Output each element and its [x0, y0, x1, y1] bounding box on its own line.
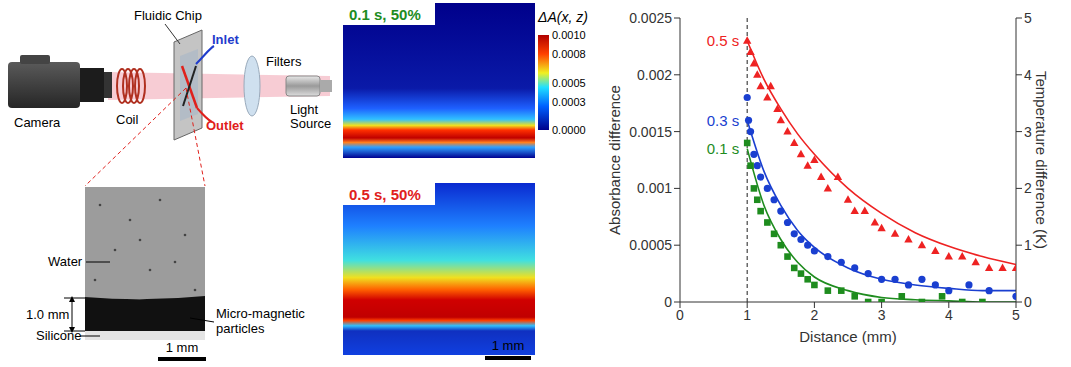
svg-text:0.002: 0.002 — [637, 67, 672, 83]
svg-text:Distance (mm): Distance (mm) — [799, 328, 897, 345]
svg-text:4: 4 — [1024, 67, 1032, 83]
svg-text:Light: Light — [290, 102, 319, 117]
svg-text:0: 0 — [1024, 294, 1032, 310]
svg-text:Water: Water — [48, 254, 83, 269]
svg-text:0.0015: 0.0015 — [629, 124, 672, 140]
svg-text:5: 5 — [1024, 10, 1032, 26]
svg-text:0.5 s: 0.5 s — [707, 32, 740, 49]
svg-text:0.0000: 0.0000 — [552, 124, 586, 136]
svg-text:0.0025: 0.0025 — [629, 10, 672, 26]
svg-text:Source: Source — [290, 116, 331, 131]
svg-text:5: 5 — [1012, 307, 1020, 323]
svg-text:0: 0 — [664, 294, 672, 310]
svg-text:Camera: Camera — [14, 115, 61, 130]
svg-text:0.0005: 0.0005 — [629, 237, 672, 253]
svg-text:0.5 s, 50%: 0.5 s, 50% — [349, 186, 421, 203]
svg-text:1 mm: 1 mm — [166, 340, 199, 355]
svg-text:0.0003: 0.0003 — [552, 96, 586, 108]
svg-text:Outlet: Outlet — [206, 118, 244, 133]
svg-text:0.1 s: 0.1 s — [707, 140, 740, 157]
svg-text:0.0008: 0.0008 — [552, 48, 586, 60]
svg-text:1: 1 — [743, 307, 751, 323]
svg-text:2: 2 — [811, 307, 819, 323]
svg-text:Filters: Filters — [266, 54, 302, 69]
svg-text:Absorbance difference: Absorbance difference — [606, 85, 623, 235]
svg-text:Coil: Coil — [116, 112, 139, 127]
svg-text:0.1 s, 50%: 0.1 s, 50% — [349, 6, 421, 23]
svg-text:ΔA(x, z): ΔA(x, z) — [537, 9, 588, 25]
svg-text:Inlet: Inlet — [212, 32, 239, 47]
svg-text:Micro-magnetic: Micro-magnetic — [216, 306, 305, 321]
svg-text:1 mm: 1 mm — [492, 338, 525, 353]
svg-text:0: 0 — [676, 307, 684, 323]
svg-text:0.3 s: 0.3 s — [707, 112, 740, 129]
svg-text:Fluidic Chip: Fluidic Chip — [134, 8, 202, 23]
svg-text:1: 1 — [1024, 237, 1032, 253]
svg-text:1.0 mm: 1.0 mm — [26, 307, 69, 322]
svg-text:0.0010: 0.0010 — [552, 29, 586, 41]
svg-text:4: 4 — [945, 307, 953, 323]
svg-text:0.0005: 0.0005 — [552, 77, 586, 89]
svg-text:3: 3 — [1024, 124, 1032, 140]
svg-text:3: 3 — [878, 307, 886, 323]
svg-text:Temperature difference (K): Temperature difference (K) — [1033, 71, 1050, 249]
svg-text:2: 2 — [1024, 180, 1032, 196]
svg-text:0.001: 0.001 — [637, 180, 672, 196]
svg-text:particles: particles — [216, 321, 265, 336]
svg-text:Silicone: Silicone — [36, 328, 82, 343]
